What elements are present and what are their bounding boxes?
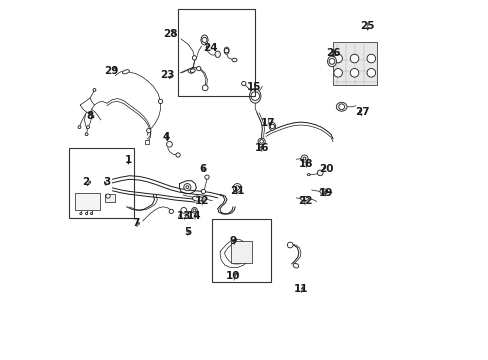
Ellipse shape <box>193 209 196 212</box>
Ellipse shape <box>307 174 309 176</box>
Circle shape <box>185 186 188 189</box>
Circle shape <box>169 209 173 213</box>
Ellipse shape <box>224 47 229 54</box>
Circle shape <box>235 186 239 190</box>
Circle shape <box>300 155 307 162</box>
Circle shape <box>328 59 334 64</box>
Ellipse shape <box>268 122 275 130</box>
Text: 6: 6 <box>200 164 206 174</box>
Text: 15: 15 <box>246 82 261 92</box>
Circle shape <box>80 212 82 215</box>
Circle shape <box>176 153 180 157</box>
Text: 25: 25 <box>360 21 374 31</box>
Bar <box>69 148 134 217</box>
Text: 4: 4 <box>162 132 169 142</box>
Circle shape <box>224 49 228 53</box>
Text: 24: 24 <box>203 43 218 53</box>
Text: 11: 11 <box>293 284 307 294</box>
Circle shape <box>106 194 110 198</box>
Text: 26: 26 <box>325 48 340 58</box>
Circle shape <box>270 124 274 129</box>
Ellipse shape <box>191 207 197 213</box>
Circle shape <box>181 207 186 213</box>
Bar <box>230 242 252 263</box>
Text: 21: 21 <box>230 186 244 196</box>
Circle shape <box>158 99 163 104</box>
Circle shape <box>85 133 88 136</box>
Text: 12: 12 <box>194 197 208 206</box>
Circle shape <box>287 242 292 248</box>
Ellipse shape <box>201 35 207 45</box>
Circle shape <box>202 37 206 42</box>
Ellipse shape <box>231 58 237 62</box>
Circle shape <box>85 212 87 215</box>
Ellipse shape <box>215 51 220 58</box>
Text: 29: 29 <box>104 66 119 76</box>
Text: 19: 19 <box>318 188 332 198</box>
Circle shape <box>333 68 342 77</box>
Bar <box>332 42 376 85</box>
Bar <box>145 140 148 144</box>
Circle shape <box>366 68 375 77</box>
Circle shape <box>241 81 245 86</box>
Text: 1: 1 <box>124 156 132 165</box>
Text: 17: 17 <box>260 118 274 128</box>
Circle shape <box>349 68 358 77</box>
Ellipse shape <box>258 138 264 145</box>
Text: 27: 27 <box>354 107 369 117</box>
Text: 7: 7 <box>132 218 139 228</box>
Text: 9: 9 <box>229 236 236 246</box>
Bar <box>178 9 255 96</box>
Circle shape <box>317 170 323 176</box>
Ellipse shape <box>293 264 298 268</box>
Ellipse shape <box>259 140 263 143</box>
Text: 8: 8 <box>86 111 94 121</box>
Circle shape <box>93 89 96 91</box>
Ellipse shape <box>188 69 193 73</box>
Circle shape <box>192 56 196 60</box>
Circle shape <box>233 184 241 192</box>
Text: 28: 28 <box>163 28 177 39</box>
Text: 10: 10 <box>225 271 240 282</box>
Bar <box>105 194 115 202</box>
Text: 14: 14 <box>187 211 202 221</box>
Bar <box>212 219 271 282</box>
Circle shape <box>166 141 172 147</box>
Ellipse shape <box>122 70 129 74</box>
Circle shape <box>333 54 342 63</box>
Circle shape <box>349 54 358 63</box>
Circle shape <box>204 175 209 179</box>
Circle shape <box>183 184 190 191</box>
Text: 16: 16 <box>255 143 269 153</box>
Ellipse shape <box>190 69 195 72</box>
Text: 20: 20 <box>319 164 333 174</box>
Text: 13: 13 <box>176 211 191 221</box>
Ellipse shape <box>327 56 336 67</box>
Text: 18: 18 <box>298 159 312 169</box>
Circle shape <box>78 126 81 129</box>
Circle shape <box>202 85 207 91</box>
Text: 3: 3 <box>103 177 110 187</box>
Circle shape <box>250 92 259 100</box>
Text: 2: 2 <box>82 177 89 187</box>
Circle shape <box>366 54 375 63</box>
Ellipse shape <box>300 197 308 201</box>
Ellipse shape <box>319 189 327 194</box>
Circle shape <box>90 212 93 215</box>
Text: 22: 22 <box>297 197 312 206</box>
Ellipse shape <box>192 196 202 201</box>
Ellipse shape <box>336 102 346 111</box>
Circle shape <box>201 189 205 194</box>
Circle shape <box>86 126 89 129</box>
Circle shape <box>146 129 151 133</box>
Text: 5: 5 <box>183 227 191 237</box>
Circle shape <box>196 66 201 71</box>
Bar <box>75 193 100 210</box>
Ellipse shape <box>249 89 261 103</box>
Circle shape <box>303 157 305 160</box>
Text: 23: 23 <box>160 69 175 80</box>
Circle shape <box>338 104 344 110</box>
